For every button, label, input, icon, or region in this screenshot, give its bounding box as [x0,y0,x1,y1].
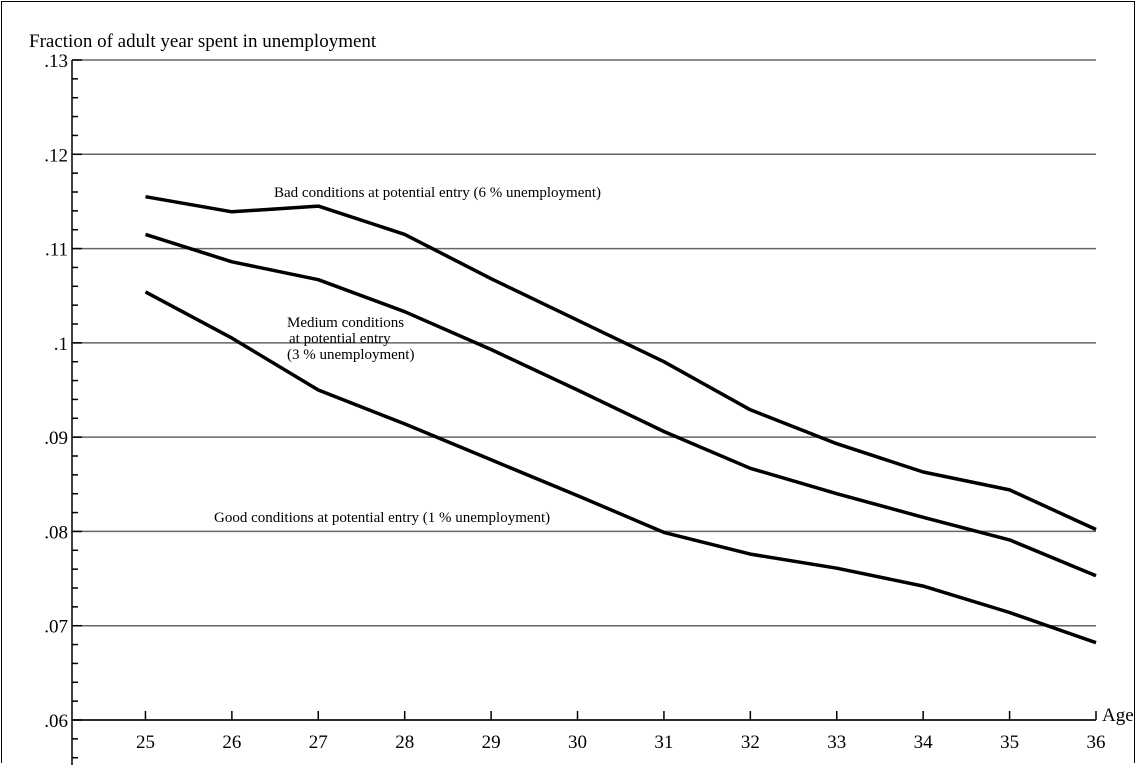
y-tick-label: .12 [44,145,68,166]
x-tick-label: 27 [309,732,328,753]
series-line-1 [144,232,1097,578]
x-tick-label: 31 [654,732,673,753]
x-tick-label: 30 [568,732,587,753]
x-tick-labels: 25 26 27 28 29 30 31 32 33 34 35 36 [136,732,1106,753]
y-tick-label: .13 [44,51,68,72]
series-line-0 [145,194,1097,532]
y-tick-label: .08 [44,522,68,543]
annotation-medium-conditions-line2: at potential entry [289,331,391,347]
x-tick-label: 36 [1087,732,1106,753]
x-axis-label: Age [1102,705,1134,726]
x-tick-label: 26 [222,732,241,753]
annotation-medium-conditions-line1: Medium conditions [287,315,404,331]
x-tick-label: 28 [395,732,414,753]
x-tick-label: 34 [914,732,934,753]
annotation-bad-conditions: Bad conditions at potential entry (6 % u… [274,185,601,201]
y-tick-label: .11 [45,240,68,261]
y-tick-label: .09 [44,428,68,449]
x-tick-label: 25 [136,732,155,753]
y-tick-labels: .06 .07 .08 .09 .1 .11 .12 .13 [44,51,68,732]
axes [71,59,1097,765]
x-tick-label: 33 [827,732,846,753]
y-tick-label: .07 [44,617,68,638]
annotation-good-conditions: Good conditions at potential entry (1 % … [214,510,550,526]
y-tick-label: .1 [54,334,68,355]
annotation-medium-conditions-line3: (3 % unemployment) [287,347,414,363]
series-lines [144,194,1097,645]
gridlines [72,59,1096,721]
series-line-2 [144,290,1097,645]
x-tick-label: 29 [482,732,501,753]
x-tick-label: 32 [741,732,760,753]
y-tick-label: .06 [44,711,68,732]
x-tick-label: 35 [1000,732,1019,753]
y-axis-label: Fraction of adult year spent in unemploy… [29,31,377,52]
